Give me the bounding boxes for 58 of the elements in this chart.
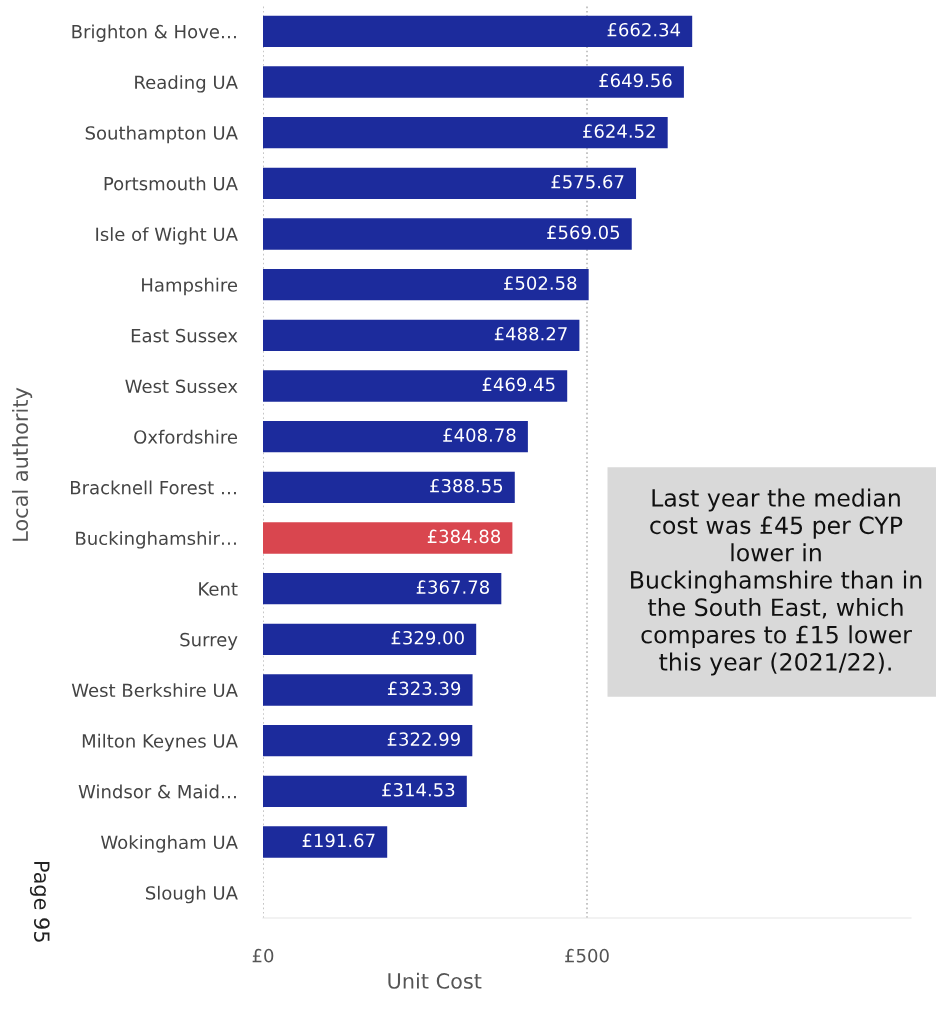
data-label: £502.58	[504, 276, 577, 290]
y-tick-label: Portsmouth UA	[104, 176, 238, 191]
bar	[263, 826, 388, 858]
data-label: £323.39	[387, 681, 461, 696]
y-tick-label: Hampshire	[142, 277, 238, 296]
x-tick-label: £500	[565, 948, 609, 963]
y-tick-label: Bracknell Forest …	[71, 480, 236, 495]
bar	[263, 572, 502, 605]
bar	[263, 116, 668, 149]
y-tick-label: Surrey	[180, 632, 238, 650]
bar	[263, 370, 568, 402]
y-tick-label: Buckinghamshir…	[76, 531, 236, 549]
y-tick-label: Reading UA	[135, 75, 238, 93]
data-label: £488.27	[494, 326, 567, 341]
data-label: £329.00	[391, 630, 464, 645]
data-label: £575.67	[551, 174, 624, 189]
bar	[263, 775, 467, 808]
data-label: £191.67	[302, 833, 375, 848]
bar	[263, 15, 693, 48]
x-tick-label: £0	[252, 948, 274, 963]
text: Page 95	[29, 862, 50, 942]
bar	[263, 471, 515, 504]
bar	[263, 167, 637, 200]
y-tick-label: Isle of Wight UA	[96, 227, 238, 245]
data-label: £662.34	[607, 22, 681, 37]
annotation: Last year the median cost was £45 per CYP lower in Buckinghamshire than in the South East, which compares to £15 lower this year (2021/22).	[631, 488, 922, 676]
data-label: £388.55	[430, 478, 503, 493]
y-tick-label: Windsor & Maid…	[78, 784, 236, 799]
y-tick-label: Brighton & Hove…	[72, 24, 236, 42]
y-tick-label: West Sussex	[125, 379, 238, 394]
y-tick-label: Wokingham UA	[100, 835, 238, 853]
x-axis-title: Unit Cost	[388, 972, 482, 989]
bar	[263, 319, 580, 352]
y-tick-label: Southampton UA	[85, 125, 238, 144]
bar	[263, 268, 589, 301]
data-label: £384.88	[427, 529, 501, 544]
y-axis-title: Local authority	[12, 387, 33, 541]
data-label: £569.05	[547, 225, 620, 240]
bar	[263, 623, 477, 656]
bar	[263, 724, 473, 757]
data-label: £367.78	[416, 580, 489, 594]
bar	[263, 420, 528, 453]
y-tick-label: East Sussex	[131, 328, 238, 343]
y-tick-label: Kent	[199, 582, 238, 596]
y-tick-label: Milton Keynes UA	[82, 733, 238, 752]
data-label: £469.45	[482, 377, 555, 392]
bar	[263, 66, 684, 98]
y-tick-label: Slough UA	[146, 885, 238, 904]
data-label: £624.52	[583, 124, 655, 138]
data-label: £322.99	[387, 732, 460, 746]
data-label: £314.53	[382, 782, 455, 797]
y-tick-label: West Berkshire UA	[71, 683, 238, 698]
bar	[263, 522, 513, 554]
bar	[263, 674, 473, 706]
data-label: £408.78	[443, 428, 516, 442]
y-tick-label: Oxfordshire	[134, 429, 238, 444]
bar	[263, 218, 632, 250]
data-label: £649.56	[599, 73, 672, 88]
